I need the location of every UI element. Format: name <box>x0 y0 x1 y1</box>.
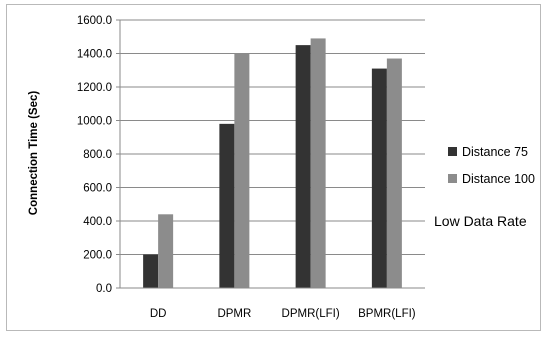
y-tick-label: 0.0 <box>96 283 112 295</box>
y-tick-label: 600.0 <box>83 183 112 195</box>
y-tick-label: 400.0 <box>83 216 112 228</box>
x-category-label: DPMR(LFI) <box>282 308 340 320</box>
chart-annotation: Low Data Rate <box>434 213 527 229</box>
legend-label: Distance 75 <box>462 145 528 159</box>
legend-swatch <box>448 147 457 156</box>
y-tick-label: 1600.0 <box>77 15 112 27</box>
y-tick-label: 1000.0 <box>77 116 112 128</box>
bar-distance-75-dd <box>143 254 159 288</box>
bar-distance-100-bpmrlfi <box>386 58 402 289</box>
chart-frame: 0.0 200.0 400.0 600.0 800.0 1000.0 1200.0 1400.… <box>6 4 541 331</box>
x-category-label: DD <box>150 308 167 320</box>
bar-distance-75-dpmr <box>219 123 235 288</box>
legend-label: Distance 100 <box>462 172 535 186</box>
bar-distance-100-dpmr <box>234 53 250 288</box>
y-tick-label: 1400.0 <box>77 49 112 61</box>
legend: Distance 75 Distance 100 <box>448 145 535 186</box>
x-category-label: DPMR <box>217 308 251 320</box>
y-tick-label: 1200.0 <box>77 82 112 94</box>
y-tick-label: 800.0 <box>83 149 112 161</box>
bar-distance-75-dpmrlfi <box>295 45 311 288</box>
bar-distance-100-dpmrlfi <box>310 38 326 288</box>
bars <box>143 38 402 289</box>
y-axis-label: Connection Time (Sec) <box>28 91 40 216</box>
x-category-label: BPMR(LFI) <box>358 308 416 320</box>
legend-swatch <box>448 174 457 183</box>
bar-chart: 0.0 200.0 400.0 600.0 800.0 1000.0 1200.0 1400.… <box>28 15 535 320</box>
y-tick-label: 200.0 <box>83 250 112 262</box>
bar-distance-75-bpmrlfi <box>371 68 387 288</box>
axes: 0.0 200.0 400.0 600.0 800.0 1000.0 1200.0 1400.… <box>77 15 425 320</box>
bar-distance-100-dd <box>158 214 174 288</box>
